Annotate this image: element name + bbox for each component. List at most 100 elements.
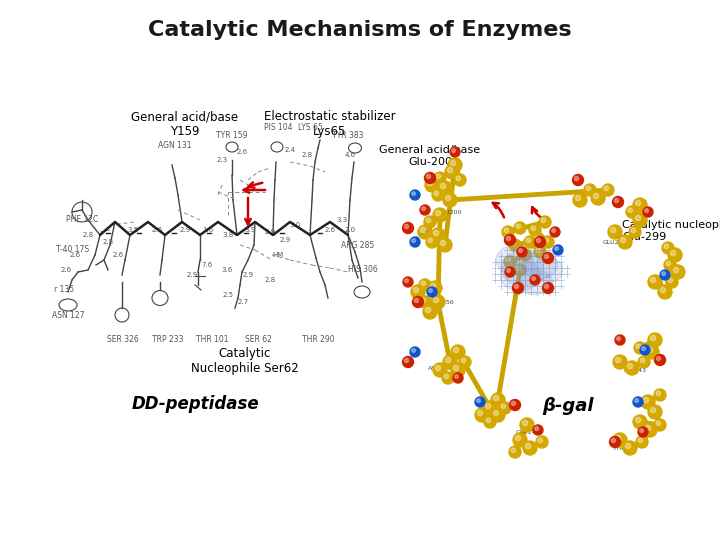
Circle shape [524,236,536,248]
Circle shape [666,261,670,266]
Circle shape [517,247,527,257]
Circle shape [628,208,633,213]
Circle shape [428,180,433,186]
Circle shape [486,418,490,423]
Circle shape [638,427,648,437]
Circle shape [436,174,441,179]
Circle shape [538,438,543,443]
Circle shape [640,358,644,362]
Circle shape [431,284,436,289]
Circle shape [633,213,647,227]
Text: THR 101: THR 101 [196,335,228,345]
Circle shape [523,420,528,426]
Circle shape [639,429,644,433]
Text: LYS 65: LYS 65 [297,124,323,132]
Circle shape [513,433,527,447]
Circle shape [626,443,631,449]
Circle shape [668,278,672,282]
Text: TYR 383: TYR 383 [332,131,364,139]
Text: 2.8: 2.8 [302,152,312,158]
Ellipse shape [501,251,543,286]
Circle shape [451,148,456,152]
Circle shape [456,176,461,180]
Text: 2.6: 2.6 [325,227,336,233]
Circle shape [410,237,420,247]
Circle shape [436,366,441,370]
Circle shape [591,191,605,205]
Circle shape [444,374,449,379]
Text: 2.9: 2.9 [179,227,191,233]
Circle shape [650,407,656,413]
Circle shape [431,295,445,309]
Circle shape [461,358,466,362]
Circle shape [534,237,546,247]
Circle shape [648,275,662,289]
Circle shape [509,239,521,251]
Text: ARG 285: ARG 285 [341,240,374,249]
Circle shape [433,231,438,235]
Circle shape [533,425,543,435]
Circle shape [631,228,636,233]
Circle shape [426,307,431,313]
Text: Catalytic
Nucleophile Ser62: Catalytic Nucleophile Ser62 [191,347,299,375]
Circle shape [593,193,599,199]
Circle shape [643,423,657,437]
Circle shape [405,279,408,282]
Circle shape [635,399,639,402]
Circle shape [513,282,523,294]
Circle shape [420,205,430,215]
Circle shape [447,167,453,173]
Circle shape [410,190,420,200]
Circle shape [670,251,675,256]
Text: ASN111: ASN111 [428,366,452,370]
Circle shape [638,438,643,443]
Circle shape [657,356,660,361]
Text: 2.7: 2.7 [238,299,248,305]
Text: 3.9: 3.9 [244,227,256,233]
Circle shape [542,282,554,294]
Circle shape [477,399,480,402]
Circle shape [536,238,541,242]
Circle shape [506,237,510,240]
Circle shape [459,356,471,368]
Circle shape [633,198,647,212]
Circle shape [413,287,419,293]
Circle shape [438,238,452,252]
Circle shape [422,207,426,211]
Circle shape [499,402,511,414]
Circle shape [411,285,425,299]
Circle shape [405,359,408,362]
Circle shape [536,248,541,253]
Circle shape [611,438,616,443]
Text: 2.8: 2.8 [264,277,276,283]
Text: 2.8: 2.8 [82,232,94,238]
Circle shape [604,186,608,191]
Text: General acid/base
Y159: General acid/base Y159 [132,110,238,138]
Circle shape [403,277,413,287]
Circle shape [419,279,431,291]
Circle shape [493,410,499,416]
Text: 3.6: 3.6 [221,267,233,273]
Circle shape [505,267,515,277]
Circle shape [491,393,505,407]
Circle shape [419,296,431,308]
Circle shape [506,258,510,262]
Circle shape [402,356,413,368]
Circle shape [426,218,431,222]
Circle shape [544,238,549,242]
Ellipse shape [518,269,552,294]
Circle shape [613,197,624,207]
Text: r 135: r 135 [54,286,74,294]
Text: 2.6: 2.6 [151,227,163,233]
Circle shape [501,404,505,409]
Circle shape [629,226,641,238]
Text: 2.5: 2.5 [222,292,233,298]
Circle shape [542,253,554,264]
Circle shape [618,235,632,249]
Circle shape [412,239,415,242]
Circle shape [448,158,462,172]
Circle shape [615,335,625,345]
Text: SER 326: SER 326 [107,335,139,345]
Text: 2.9: 2.9 [279,237,291,243]
Text: 3.8: 3.8 [222,232,233,238]
